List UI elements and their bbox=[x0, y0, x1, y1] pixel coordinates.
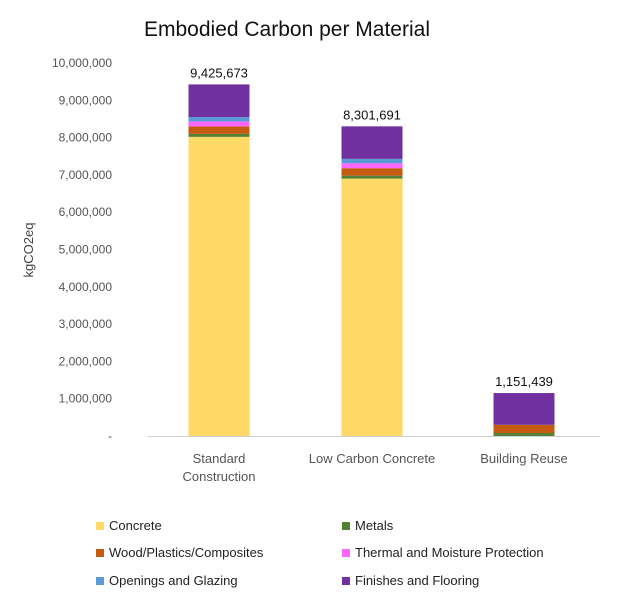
legend-label: Wood/Plastics/Composites bbox=[109, 545, 264, 560]
x-category-label: Construction bbox=[183, 469, 256, 484]
bar-segment bbox=[341, 163, 403, 169]
bar-segment bbox=[188, 136, 250, 436]
bar-segment bbox=[341, 178, 403, 436]
bar-segment bbox=[493, 424, 555, 434]
bar-segment bbox=[188, 84, 250, 118]
legend-label: Concrete bbox=[109, 518, 162, 533]
bar-segment bbox=[188, 121, 250, 127]
y-tick-label: 10,000,000 bbox=[52, 56, 112, 70]
legend-label: Openings and Glazing bbox=[109, 573, 238, 588]
legend-swatch bbox=[96, 577, 104, 585]
bar-total-label: 1,151,439 bbox=[495, 374, 553, 389]
y-tick-label: 4,000,000 bbox=[59, 280, 113, 294]
y-axis-ticks: - 1,000,000 2,000,000 3,000,000 4,000,000 5,0… bbox=[52, 56, 112, 443]
legend-label: Finishes and Flooring bbox=[355, 573, 479, 588]
bar-segment bbox=[188, 126, 250, 134]
bar-segment bbox=[341, 126, 403, 159]
bar-segment bbox=[493, 393, 555, 425]
bar-segment bbox=[493, 433, 555, 436]
chart-title: Embodied Carbon per Material bbox=[144, 18, 430, 41]
y-tick-label: 8,000,000 bbox=[59, 131, 113, 145]
total-labels: 9,425,673 8,301,691 1,151,439 bbox=[190, 65, 553, 389]
legend-swatch bbox=[96, 522, 104, 530]
x-axis-labels: Standard Construction Low Carbon Concrete B… bbox=[183, 451, 568, 484]
bar-segment bbox=[341, 168, 403, 176]
y-tick-label: 2,000,000 bbox=[59, 354, 113, 368]
legend-swatch bbox=[96, 549, 104, 557]
x-category-label: Low Carbon Concrete bbox=[309, 451, 435, 466]
bar-total-label: 9,425,673 bbox=[190, 65, 248, 80]
y-tick-label: 1,000,000 bbox=[59, 392, 113, 406]
x-category-label: Building Reuse bbox=[480, 451, 567, 466]
legend-swatch bbox=[342, 577, 350, 585]
y-axis-label: kgCO2eq bbox=[21, 223, 36, 278]
legend-swatch bbox=[342, 549, 350, 557]
stacked-bars bbox=[188, 84, 555, 436]
bar-total-label: 8,301,691 bbox=[343, 107, 401, 122]
x-category-label: Standard bbox=[193, 451, 246, 466]
y-tick-label: 6,000,000 bbox=[59, 205, 113, 219]
bar-segment bbox=[188, 133, 250, 137]
y-tick-label: 3,000,000 bbox=[59, 317, 113, 331]
bar-segment bbox=[341, 175, 403, 179]
bar-segment bbox=[341, 158, 403, 164]
y-tick-label: 5,000,000 bbox=[59, 243, 113, 257]
legend-label: Thermal and Moisture Protection bbox=[355, 545, 544, 560]
legend-label: Metals bbox=[355, 518, 394, 533]
y-tick-label: 7,000,000 bbox=[59, 168, 113, 182]
y-tick-label: - bbox=[108, 429, 112, 443]
y-tick-label: 9,000,000 bbox=[59, 93, 113, 107]
legend: Concrete Wood/Plastics/Composites Openings… bbox=[96, 518, 544, 588]
bar-segment bbox=[188, 117, 250, 122]
legend-swatch bbox=[342, 522, 350, 530]
